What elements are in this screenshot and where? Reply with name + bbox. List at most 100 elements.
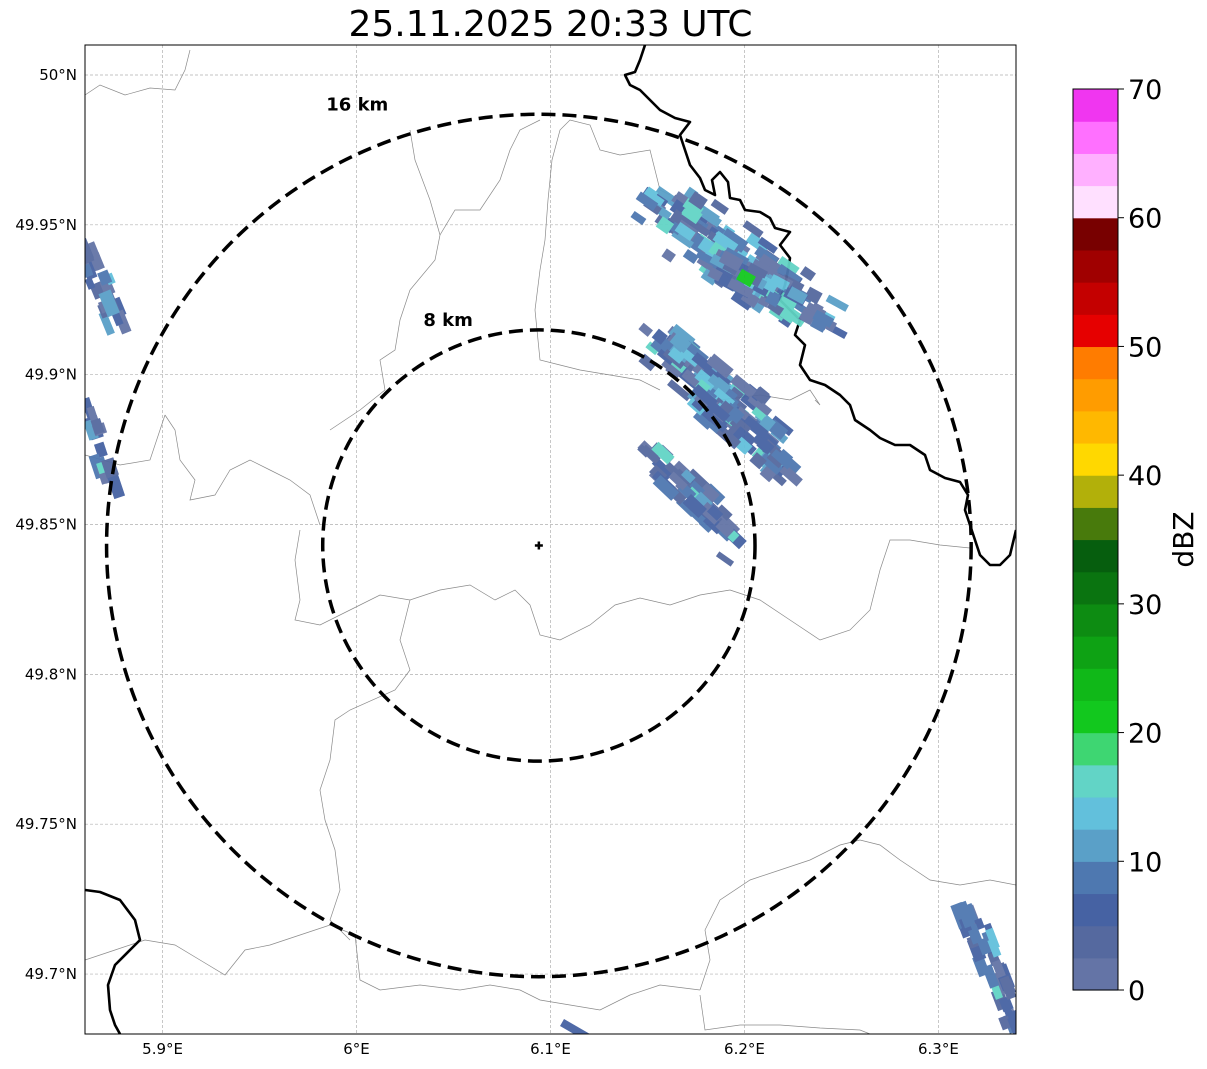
echo-cell bbox=[702, 209, 722, 228]
echo-cell bbox=[1014, 1012, 1016, 1031]
range-rings: 8 km 16 km bbox=[104, 94, 973, 979]
echo-cell bbox=[691, 396, 707, 412]
echo-cell bbox=[757, 236, 778, 254]
lat-tick-label: 49.8°N bbox=[25, 665, 77, 683]
echo-cell bbox=[694, 369, 718, 391]
colorbar-segment bbox=[1073, 410, 1118, 444]
echo-cell bbox=[715, 519, 735, 538]
lat-tick-label: 49.95°N bbox=[15, 216, 77, 234]
colorbar-segment bbox=[1073, 282, 1118, 315]
echo-cell bbox=[1018, 1020, 1033, 1040]
colorbar-segment bbox=[1073, 893, 1118, 927]
echo-cell bbox=[694, 393, 710, 409]
lat-tick-label: 49.75°N bbox=[15, 815, 77, 833]
echo-cell bbox=[798, 307, 817, 326]
echo-cell bbox=[674, 222, 696, 242]
echo-cell bbox=[779, 306, 798, 324]
echo-cell bbox=[991, 959, 1006, 979]
colorbar-segment bbox=[1073, 249, 1118, 283]
echo-cell bbox=[727, 277, 755, 299]
echo-cell bbox=[85, 277, 96, 290]
echo-cell bbox=[667, 379, 692, 402]
colorbar-tick-label: 70 bbox=[1128, 75, 1162, 106]
echo-cell bbox=[955, 900, 975, 929]
echo-cell bbox=[745, 232, 770, 254]
echo-cell bbox=[749, 452, 767, 470]
echo-cell bbox=[706, 353, 734, 379]
colorbar-tick-label: 20 bbox=[1128, 719, 1162, 750]
colorbar-tick-label: 60 bbox=[1128, 204, 1162, 235]
echo-cell bbox=[713, 387, 736, 407]
colorbar-tick-label: 40 bbox=[1128, 461, 1162, 492]
colorbar-segment bbox=[1073, 668, 1118, 701]
echo-cell bbox=[764, 289, 783, 308]
echo-cell bbox=[682, 494, 707, 519]
lon-tick-label: 6.3°E bbox=[918, 1040, 959, 1058]
colorbar-segment bbox=[1073, 217, 1118, 251]
longitude-labels: 5.9°E 6°E 6.1°E 6.2°E 6.3°E bbox=[142, 1040, 959, 1058]
colorbar-tick-label: 0 bbox=[1128, 976, 1145, 1007]
echo-cell bbox=[654, 186, 678, 207]
echo-cell bbox=[779, 464, 803, 487]
echo-cell bbox=[772, 275, 790, 290]
echo-cell bbox=[682, 248, 699, 265]
radar-site-marker bbox=[534, 541, 543, 550]
lat-tick-label: 49.7°N bbox=[25, 965, 77, 983]
colorbar-segment bbox=[1073, 507, 1118, 541]
echo-cell bbox=[85, 263, 94, 279]
echo-cell bbox=[982, 964, 1000, 989]
echo-cell bbox=[667, 347, 686, 364]
latitude-labels: 50°N 49.95°N 49.9°N 49.85°N 49.8°N 49.75°N 49.… bbox=[15, 66, 77, 983]
echo-cell bbox=[651, 441, 675, 465]
echo-cell bbox=[698, 517, 715, 533]
lat-tick-label: 49.9°N bbox=[25, 366, 77, 384]
colorbar-segment bbox=[1073, 89, 1118, 122]
echo-cell bbox=[699, 482, 720, 503]
echo-cell bbox=[695, 379, 711, 395]
echo-cell bbox=[661, 248, 676, 263]
echo-cell bbox=[759, 464, 778, 483]
colorbar-segment bbox=[1073, 925, 1118, 959]
echo-cell bbox=[652, 474, 680, 501]
echo-cell bbox=[752, 433, 772, 452]
lon-tick-label: 6.2°E bbox=[724, 1040, 765, 1058]
echo-cell bbox=[665, 361, 684, 380]
echo-core bbox=[736, 268, 756, 288]
echo-cell bbox=[809, 317, 828, 333]
echo-cell bbox=[681, 469, 696, 484]
echo-cell bbox=[720, 227, 749, 253]
colorbar-segment bbox=[1073, 314, 1118, 348]
echo-cell bbox=[90, 417, 105, 435]
echo-cell bbox=[987, 937, 1002, 958]
echo-cell bbox=[98, 289, 120, 318]
colorbar-segment bbox=[1073, 732, 1118, 766]
colorbar-segment bbox=[1073, 957, 1118, 991]
echo-cell bbox=[669, 199, 687, 217]
range-ring bbox=[104, 112, 973, 979]
echo-cell bbox=[825, 294, 849, 312]
lon-tick-label: 6°E bbox=[343, 1040, 370, 1058]
echo-cell bbox=[710, 198, 729, 215]
echo-cell bbox=[804, 286, 823, 305]
map-title: 25.11.2025 20:33 UTC bbox=[348, 4, 753, 45]
plot-frame bbox=[84, 44, 1017, 1035]
colorbar-segment bbox=[1073, 185, 1118, 219]
colorbar-segment bbox=[1073, 153, 1118, 187]
echo-cell bbox=[747, 262, 769, 279]
colorbar-tick-label: 30 bbox=[1128, 590, 1162, 621]
lat-tick-label: 50°N bbox=[39, 66, 77, 84]
echo-cell bbox=[730, 374, 757, 399]
echo-cell bbox=[671, 468, 692, 488]
echo-cell bbox=[742, 220, 764, 239]
echo-cell bbox=[85, 419, 99, 441]
echo-cell bbox=[712, 230, 739, 254]
echo-cell bbox=[999, 975, 1016, 1001]
colorbar-segment bbox=[1073, 571, 1118, 605]
municipal-borders bbox=[85, 49, 1016, 1034]
echo-cell bbox=[688, 191, 708, 210]
colorbar-segment bbox=[1073, 378, 1118, 412]
echo-cell bbox=[669, 331, 692, 354]
echo-cell bbox=[643, 188, 665, 207]
echo-cell bbox=[742, 415, 769, 440]
